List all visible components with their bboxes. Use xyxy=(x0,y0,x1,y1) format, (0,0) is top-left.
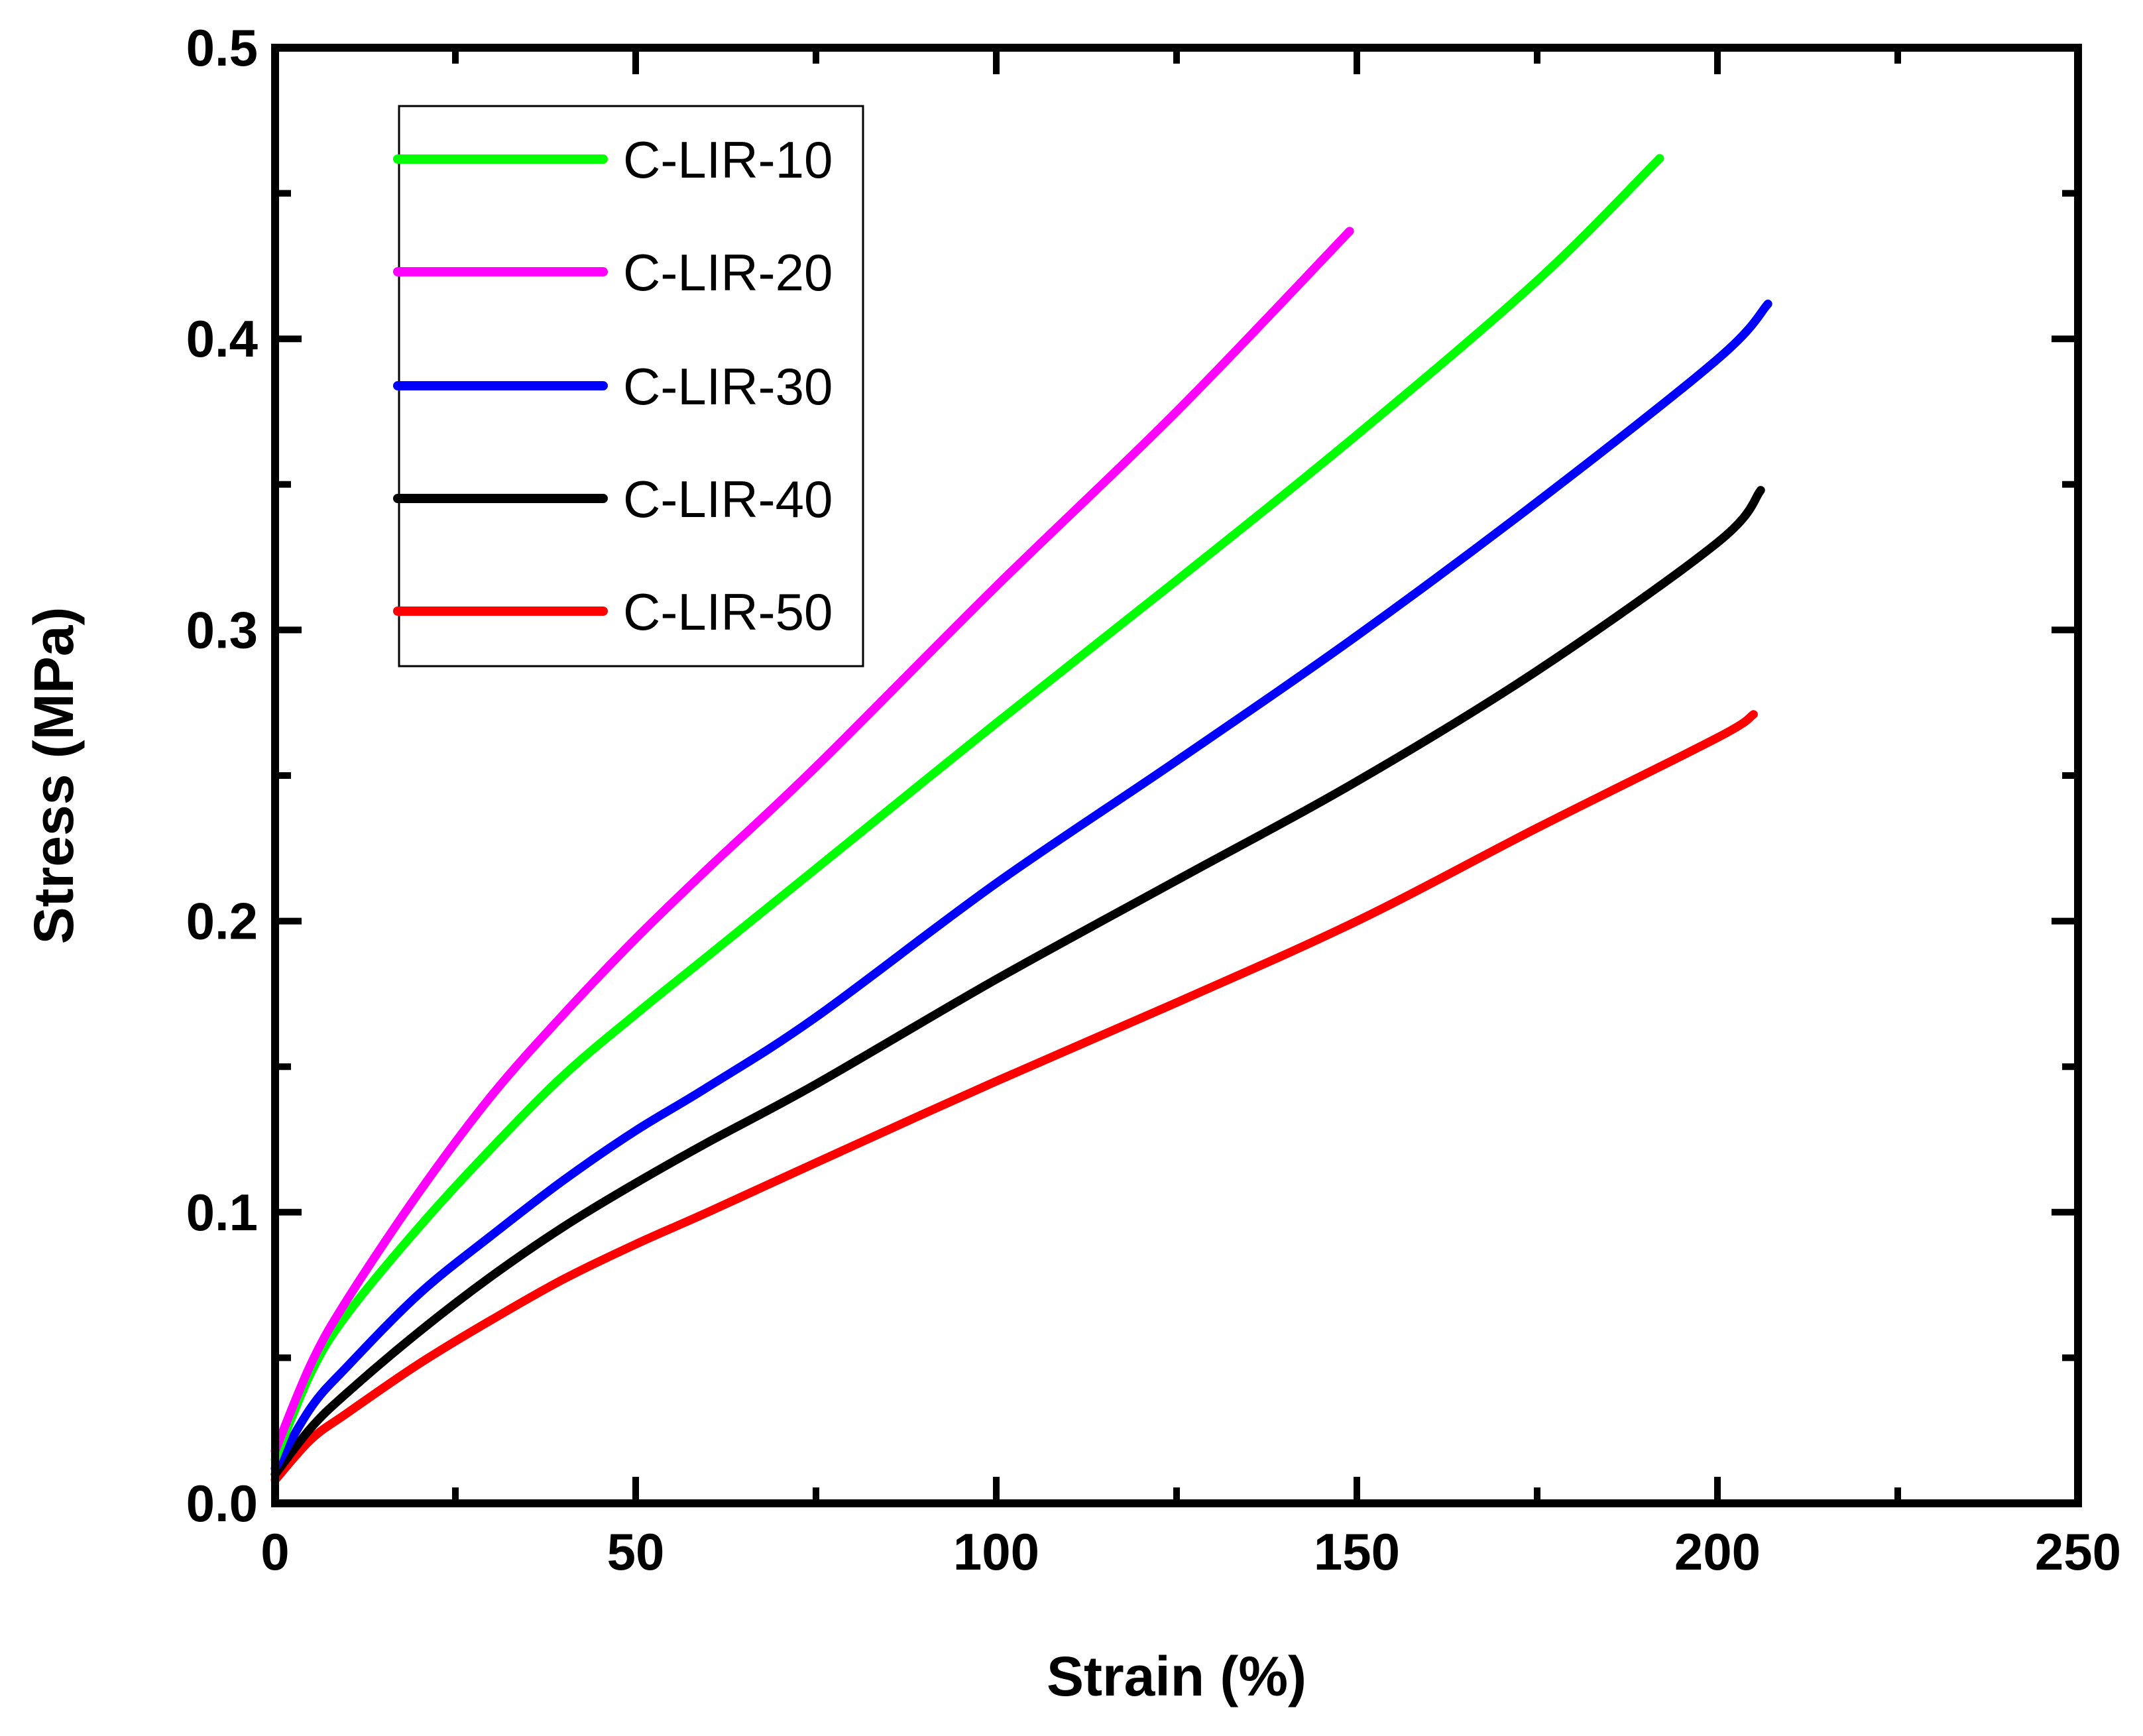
y-axis-title: Stress (MPa) xyxy=(23,607,85,945)
series-line-c-lir-10 xyxy=(270,154,1664,1464)
y-tick-label: 0.2 xyxy=(186,892,258,951)
legend-label-c-lir-20: C-LIR-20 xyxy=(623,243,833,302)
series-line-c-lir-20 xyxy=(270,227,1354,1456)
x-tick-label: 200 xyxy=(1674,1523,1761,1581)
y-tick-label: 0.3 xyxy=(186,601,258,659)
x-tick-label: 250 xyxy=(2035,1523,2121,1581)
y-tick-label: 0.0 xyxy=(186,1474,258,1533)
legend-label-c-lir-40: C-LIR-40 xyxy=(623,470,833,528)
series-line-c-lir-30 xyxy=(270,300,1772,1473)
x-axis-title: Strain (%) xyxy=(1047,1645,1306,1707)
y-tick-label: 0.4 xyxy=(186,310,258,368)
plot-frame xyxy=(271,44,2082,1507)
legend-label-c-lir-50: C-LIR-50 xyxy=(623,583,833,641)
x-axis-tick-labels: 0 50 100 150 200 250 xyxy=(261,1523,2121,1581)
y-tick-label: 0.1 xyxy=(186,1183,258,1242)
legend-label-c-lir-30: C-LIR-30 xyxy=(623,357,833,416)
series-line-c-lir-40 xyxy=(270,486,1765,1479)
y-axis-tick-labels: 0.0 0.1 0.2 0.3 0.4 0.5 xyxy=(186,19,258,1533)
x-tick-label: 100 xyxy=(953,1523,1039,1581)
series-layer xyxy=(270,154,1772,1485)
x-tick-label: 50 xyxy=(607,1523,665,1581)
y-tick-label: 0.5 xyxy=(186,19,258,77)
x-tick-label: 0 xyxy=(261,1523,289,1581)
x-tick-label: 150 xyxy=(1314,1523,1400,1581)
series-line-c-lir-50 xyxy=(270,710,1758,1485)
legend-label-c-lir-10: C-LIR-10 xyxy=(623,131,833,189)
legend: C-LIR-10 C-LIR-20 C-LIR-30 C-LIR-40 C-LIR-50 xyxy=(393,105,864,667)
